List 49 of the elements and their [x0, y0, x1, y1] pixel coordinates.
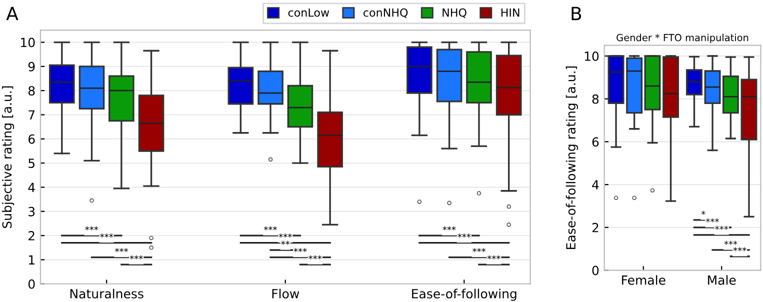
annotation: **	[281, 240, 290, 245]
annotation: ***	[308, 255, 322, 260]
annotation: ***	[458, 234, 471, 238]
annotation: ***	[487, 255, 500, 260]
y-tick-label: 6	[28, 134, 35, 144]
annotation: *	[701, 210, 706, 215]
annotation: ***	[472, 248, 486, 252]
y-tick-label: 10	[584, 51, 599, 61]
x-tick-label: Flow	[272, 288, 300, 298]
x-tick-label: Naturalness	[70, 288, 144, 298]
y-tick-label: 2	[592, 222, 598, 232]
legend-label: conNHQ	[364, 8, 408, 18]
annotation: ***	[85, 226, 98, 230]
chart-title: Gender * FTO manipulation	[616, 34, 748, 44]
y-axis-title: Subjective rating [a.u.]	[2, 86, 14, 228]
y-tick-label: 7	[28, 110, 35, 120]
y-axis-title: Ease-of-following rating [a.u.]	[566, 66, 578, 249]
text: A	[6, 6, 18, 20]
y-tick-label: 9	[28, 62, 35, 72]
y-tick-label: 4	[592, 180, 599, 190]
y-tick-label: 8	[592, 94, 599, 104]
legend-label: conLow	[288, 8, 330, 17]
annotation: ***	[724, 240, 738, 245]
annotation: ***	[706, 218, 719, 222]
text: B	[572, 6, 582, 20]
annotation: ***	[100, 234, 114, 238]
x-tick-label: Male	[708, 275, 736, 285]
legend-label: NHQ	[442, 8, 466, 18]
x-tick-label: Female	[622, 275, 666, 285]
annotation: ***	[115, 248, 128, 252]
y-tick-label: 10	[21, 38, 35, 48]
y-tick-label: 1	[29, 255, 34, 264]
y-tick-label: 6	[592, 137, 599, 147]
y-tick-label: 3	[28, 206, 35, 216]
annotation: ***	[294, 248, 307, 252]
legend-label: HIN	[501, 8, 520, 17]
annotation: ***	[278, 234, 292, 238]
annotation: ***	[442, 226, 456, 230]
y-tick-label: 2	[28, 231, 34, 240]
y-tick-label: 8	[28, 86, 35, 96]
annotation: ***	[130, 255, 143, 260]
y-tick-label: 5	[28, 158, 34, 168]
annotation: ***	[733, 247, 746, 252]
y-tick-label: 0	[592, 266, 599, 276]
x-tick-label: Ease-of-following	[412, 288, 516, 301]
y-tick-label: 4	[28, 182, 35, 192]
y-tick-label: 0	[28, 279, 35, 289]
annotation: ***	[715, 226, 728, 230]
annotation: ***	[264, 226, 277, 230]
